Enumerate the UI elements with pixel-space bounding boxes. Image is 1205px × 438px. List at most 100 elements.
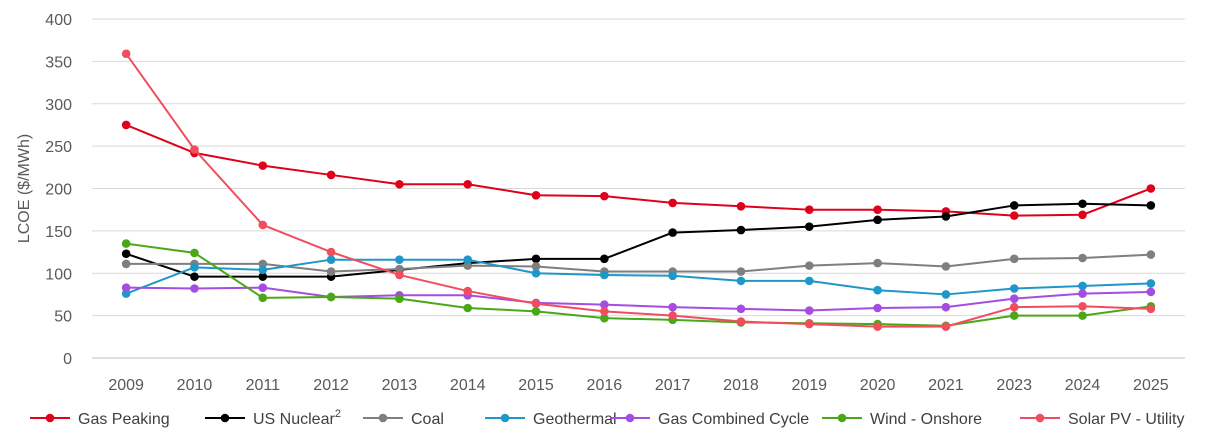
data-point bbox=[258, 293, 268, 303]
legend-marker bbox=[220, 413, 230, 423]
data-point bbox=[600, 191, 609, 201]
data-point bbox=[1078, 289, 1087, 298]
data-point bbox=[395, 255, 404, 264]
legend-marker bbox=[45, 413, 55, 423]
legend-label: Solar PV - Utility bbox=[1068, 411, 1184, 428]
series-line bbox=[125, 124, 1152, 217]
data-point bbox=[190, 272, 199, 281]
data-point bbox=[804, 276, 814, 286]
data-point bbox=[121, 289, 131, 298]
data-point bbox=[668, 311, 677, 320]
data-point bbox=[326, 267, 336, 276]
series-geothermal bbox=[121, 255, 1156, 299]
series-line bbox=[125, 53, 1151, 328]
data-point bbox=[1009, 294, 1019, 303]
data-point bbox=[258, 259, 268, 269]
data-point bbox=[1009, 311, 1019, 320]
data-point bbox=[873, 285, 882, 295]
series-lines bbox=[121, 49, 1156, 331]
data-point bbox=[1146, 287, 1156, 297]
series-line bbox=[125, 202, 1151, 278]
gridlines bbox=[92, 18, 1185, 359]
legend-footnote-marker: 2 bbox=[335, 408, 341, 420]
data-point bbox=[190, 284, 199, 293]
data-point bbox=[600, 270, 609, 280]
data-point bbox=[531, 262, 541, 271]
series-gas-combined-cycle bbox=[121, 283, 1156, 315]
data-point bbox=[1146, 304, 1156, 314]
data-point bbox=[1146, 250, 1156, 259]
data-point bbox=[873, 205, 882, 214]
data-point bbox=[1146, 184, 1156, 193]
x-tick-label: 2019 bbox=[791, 377, 827, 394]
data-point bbox=[873, 215, 882, 225]
data-point bbox=[531, 268, 541, 278]
legend-label: Gas Peaking bbox=[78, 411, 170, 428]
data-point bbox=[258, 272, 268, 281]
data-point bbox=[736, 304, 746, 314]
data-point bbox=[600, 313, 609, 323]
legend-marker bbox=[500, 413, 510, 423]
y-tick-label: 100 bbox=[45, 266, 72, 283]
x-tick-label: 2010 bbox=[177, 377, 213, 394]
y-tick-label: 150 bbox=[45, 224, 72, 241]
data-point bbox=[941, 262, 951, 271]
legend-item: Solar PV - Utility bbox=[1020, 411, 1184, 428]
legend-marker bbox=[625, 413, 635, 423]
data-point bbox=[531, 190, 541, 200]
data-point bbox=[600, 254, 609, 264]
data-point bbox=[804, 306, 814, 315]
x-tick-label: 2012 bbox=[313, 377, 349, 394]
data-point bbox=[121, 249, 131, 259]
x-tick-label: 2025 bbox=[1133, 377, 1169, 394]
data-point bbox=[668, 271, 677, 281]
data-point bbox=[804, 205, 814, 214]
data-point bbox=[121, 49, 131, 59]
data-point bbox=[736, 267, 746, 276]
series-coal bbox=[121, 250, 1156, 276]
data-point bbox=[1009, 201, 1019, 210]
data-point bbox=[395, 270, 404, 280]
data-point bbox=[395, 179, 404, 189]
data-point bbox=[1146, 201, 1156, 210]
y-tick-label: 400 bbox=[45, 12, 72, 29]
data-point bbox=[1009, 284, 1019, 293]
series-wind-onshore bbox=[121, 239, 1156, 331]
data-point bbox=[668, 228, 677, 237]
y-tick-label: 350 bbox=[45, 54, 72, 71]
data-point bbox=[600, 300, 609, 309]
x-tick-label: 2014 bbox=[450, 377, 486, 394]
y-tick-label: 300 bbox=[45, 97, 72, 114]
x-tick-label: 2023 bbox=[996, 377, 1032, 394]
data-point bbox=[121, 283, 131, 292]
data-point bbox=[804, 261, 814, 270]
x-tick-label: 2024 bbox=[1065, 377, 1101, 394]
data-point bbox=[600, 307, 609, 316]
y-tick-label: 0 bbox=[63, 351, 72, 368]
data-point bbox=[121, 120, 131, 130]
data-point bbox=[190, 145, 199, 154]
legend-item: Wind - Onshore bbox=[822, 411, 982, 428]
data-point bbox=[258, 220, 268, 230]
x-tick-label: 2016 bbox=[587, 377, 623, 394]
x-tick-label: 2013 bbox=[382, 377, 418, 394]
data-point bbox=[873, 258, 882, 268]
data-point bbox=[1078, 281, 1087, 291]
series-line bbox=[126, 286, 1151, 312]
data-point bbox=[531, 307, 541, 316]
data-point bbox=[1078, 253, 1087, 263]
data-point bbox=[190, 248, 199, 258]
series-solar-pv-utility bbox=[121, 49, 1156, 331]
series-line bbox=[126, 242, 1151, 327]
data-point bbox=[463, 286, 473, 296]
data-point bbox=[258, 283, 268, 292]
data-point bbox=[258, 265, 268, 275]
legend-label: US Nuclear2 bbox=[253, 408, 341, 428]
data-point bbox=[873, 322, 882, 331]
legend-marker bbox=[1035, 413, 1045, 423]
data-point bbox=[326, 170, 336, 180]
data-point bbox=[463, 303, 473, 313]
data-point bbox=[1078, 311, 1087, 320]
